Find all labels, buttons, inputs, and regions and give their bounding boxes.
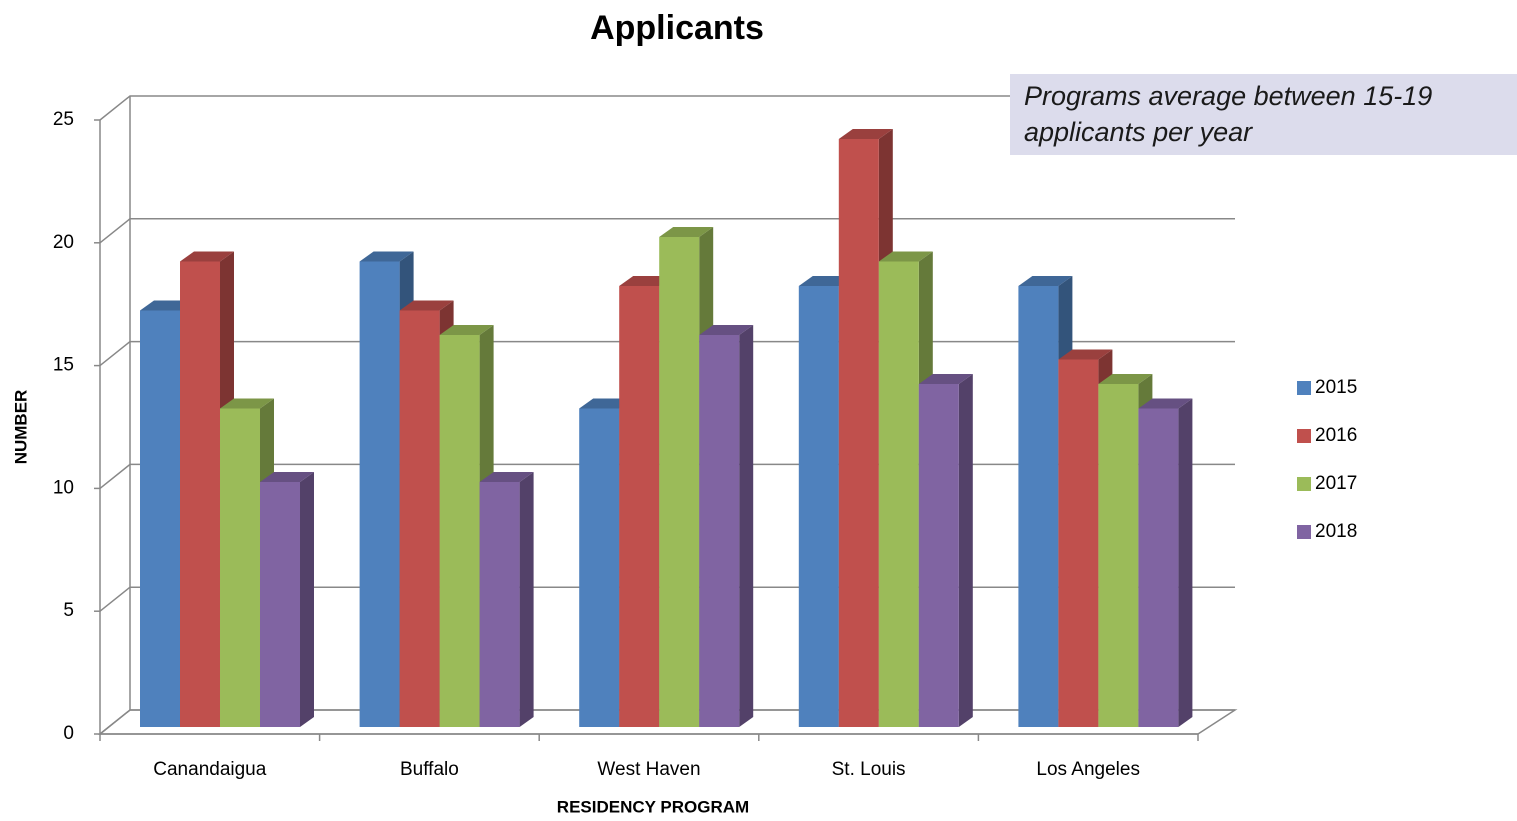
- bar: [359, 261, 400, 727]
- bar: [619, 286, 660, 727]
- y-tick-label: 15: [53, 355, 74, 376]
- bar: [1098, 384, 1139, 727]
- bar: [659, 237, 700, 727]
- bar: [439, 335, 480, 727]
- y-axis-title: NUMBER: [11, 390, 30, 465]
- bar-side: [958, 374, 973, 727]
- bar-top: [439, 325, 494, 335]
- bar: [1058, 359, 1099, 727]
- bar: [878, 261, 919, 727]
- bar-top: [180, 251, 234, 262]
- legend-swatch: [1297, 477, 1311, 491]
- bar: [399, 310, 440, 727]
- bar-side: [739, 325, 754, 727]
- bar-top: [1058, 349, 1113, 360]
- bar: [1018, 286, 1059, 727]
- bar: [220, 408, 260, 727]
- bar-top: [878, 251, 933, 262]
- bar-top: [699, 325, 754, 335]
- legend-label: 2018: [1315, 521, 1357, 542]
- x-tick-label: Buffalo: [400, 759, 459, 780]
- legend-swatch: [1297, 525, 1311, 539]
- bar: [699, 335, 740, 727]
- bar: [180, 261, 220, 727]
- y-tick-label: 0: [63, 723, 74, 744]
- bar-top: [220, 398, 274, 409]
- bar-top: [479, 472, 534, 482]
- annotation: Programs average between 15-19 applicant…: [1010, 74, 1517, 155]
- bar-side: [300, 472, 314, 727]
- y-tick-label: 20: [53, 232, 74, 253]
- bar-top: [1138, 398, 1193, 409]
- legend-swatch: [1297, 429, 1311, 443]
- bar: [479, 482, 520, 727]
- bar-top: [359, 251, 414, 262]
- y-tick-label: 5: [63, 600, 74, 621]
- bar-top: [1098, 374, 1153, 384]
- bar-side: [519, 472, 534, 727]
- x-tick-label: Canandaigua: [153, 759, 266, 780]
- bar-top: [838, 129, 893, 139]
- bar: [838, 139, 879, 727]
- bar: [140, 310, 180, 727]
- legend-label: 2015: [1315, 377, 1357, 398]
- grid-line: [99, 95, 1235, 121]
- bar: [260, 482, 300, 727]
- bar-top: [399, 300, 454, 311]
- x-tick-label: Los Angeles: [1036, 759, 1140, 780]
- bar: [798, 286, 839, 727]
- x-tick-label: St. Louis: [832, 759, 906, 780]
- bar-side: [1178, 398, 1193, 727]
- bar-top: [260, 472, 314, 482]
- x-axis-title: RESIDENCY PROGRAM: [557, 797, 749, 816]
- legend-label: 2017: [1315, 473, 1357, 494]
- legend-swatch: [1297, 381, 1311, 395]
- bar-top: [918, 374, 973, 384]
- legend-label: 2016: [1315, 425, 1357, 446]
- bar-top: [659, 227, 714, 237]
- bar: [918, 384, 959, 727]
- y-tick-label: 10: [53, 477, 74, 498]
- bar: [579, 408, 620, 727]
- bar-top: [1018, 276, 1073, 286]
- chart-title: Applicants: [590, 9, 764, 47]
- bar: [1138, 408, 1179, 727]
- x-tick-label: West Haven: [597, 759, 700, 780]
- y-tick-label: 25: [53, 109, 74, 130]
